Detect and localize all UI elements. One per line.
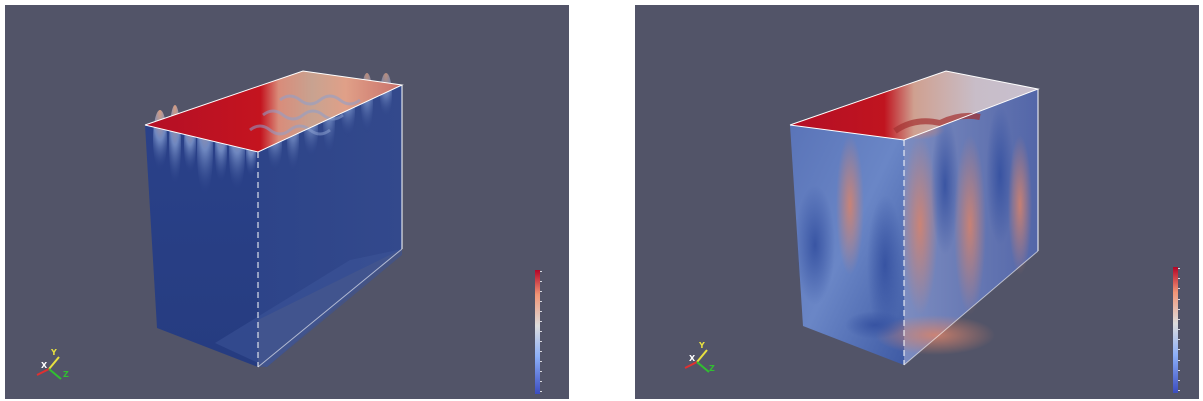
colorbar-tick-mark: [540, 381, 542, 382]
axis-x-label: X: [41, 361, 48, 370]
colorbar-tick-mark: [1178, 379, 1180, 381]
colorbar-gradient: [1173, 267, 1178, 393]
axis-y-label: Y: [51, 348, 57, 357]
colorbar-tick-mark: [1178, 288, 1180, 290]
colorbar-tick-mark: [540, 271, 542, 272]
colorbar-tick-mark: [1178, 349, 1180, 351]
colorbar-tick-mark: [540, 311, 542, 312]
flow-structures: [795, 105, 1032, 355]
colorbar-tick-mark: [540, 291, 542, 292]
colorbar-tick-mark: [1178, 329, 1180, 330]
colorbar-tick-mark: [1178, 298, 1180, 300]
colorbar-left: [533, 270, 567, 396]
axis-y-label: Y: [699, 341, 705, 350]
colorbar-tick-mark: [1178, 278, 1180, 280]
colorbar-tick-mark: [540, 361, 542, 362]
colorbar-tick-mark: [1178, 339, 1180, 341]
orientation-axes-left: [36, 356, 62, 380]
top-face: [790, 71, 1038, 140]
front-face: [145, 125, 258, 367]
colorbar-tick-mark: [1178, 359, 1180, 361]
colorbar-right: [1173, 267, 1197, 395]
render-view-right[interactable]: Y X Z: [635, 5, 1199, 399]
top-pattern: [249, 94, 361, 136]
outline: [144, 70, 404, 368]
axis-z-label: Z: [709, 364, 715, 373]
colorbar-tick-mark: [540, 321, 542, 322]
colorbar-tick-mark: [540, 301, 542, 302]
colorbar-tick-mark: [1178, 369, 1180, 371]
colorbar-tick-mark: [1178, 268, 1180, 269]
colorbar-tick-mark: [1178, 308, 1180, 310]
colorbar-tick-mark: [540, 371, 542, 372]
temperature-box-render-right: [789, 70, 1040, 366]
colorbar-tick-mark: [540, 341, 542, 342]
colorbar-gradient: [535, 270, 540, 394]
colorbar-tick-mark: [1178, 318, 1180, 320]
orientation-axes-right: [684, 349, 710, 373]
colorbar-tick-mark: [1178, 390, 1180, 391]
outline: [789, 70, 1040, 366]
axis-x-label: X: [689, 354, 696, 363]
colorbar-tick-mark: [540, 281, 542, 282]
floor-face: [215, 249, 402, 367]
colorbar-tick-mark: [540, 351, 542, 352]
colorbar-tick-mark: [540, 331, 542, 332]
temperature-box-render-left: [144, 70, 404, 368]
colorbar-tick-mark: [540, 391, 542, 392]
axis-z-label: Z: [63, 370, 69, 379]
render-view-left[interactable]: Y X Z: [5, 5, 569, 399]
